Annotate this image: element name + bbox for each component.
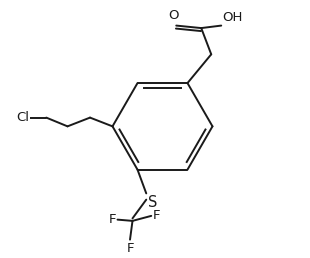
Text: S: S — [148, 195, 157, 210]
Text: F: F — [153, 209, 160, 222]
Text: Cl: Cl — [16, 111, 29, 124]
Text: F: F — [109, 213, 116, 226]
Text: OH: OH — [223, 11, 243, 24]
Text: O: O — [169, 9, 179, 22]
Text: F: F — [126, 242, 134, 255]
